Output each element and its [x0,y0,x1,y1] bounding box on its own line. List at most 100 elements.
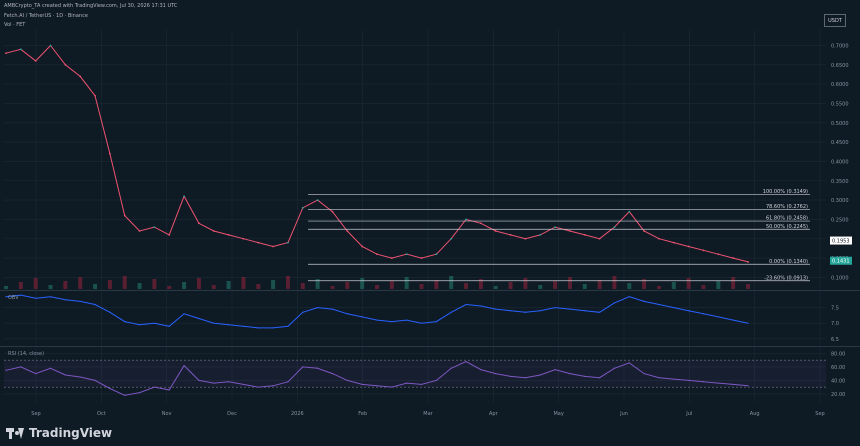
price-point [331,210,334,213]
obv-point [302,311,304,313]
rsi-tick-label: 60.00 [831,365,845,371]
volume-bar [493,286,498,289]
volume-bar [18,282,23,289]
currency-button[interactable]: USDT [824,14,846,27]
volume-bar [389,281,394,289]
price-point [732,257,735,259]
price-tick-label: 0.7000 [831,43,849,49]
volume-bar [597,280,602,289]
obv-point [613,302,616,304]
price-point [747,261,749,263]
rsi-point [465,360,467,363]
obv-point [287,325,289,327]
obv-point [420,322,423,324]
obv-point [702,313,705,315]
obv-point [79,300,81,302]
price-point [717,253,720,256]
volume-bar [731,277,736,289]
fib-level-label: 61.80% (0.2458) [766,216,808,222]
rsi-point [495,373,497,375]
volume-info: Vol · FET [4,22,26,28]
volume-bar [612,276,617,289]
volume-bar [553,281,558,289]
volume-bar [449,276,454,289]
obv-point [317,306,319,309]
price-tick-label: 0.3000 [831,198,849,204]
rsi-point [524,377,527,379]
rsi-point [35,373,37,375]
rsi-point [539,374,541,376]
rsi-point [257,386,259,388]
price-point [183,195,185,198]
price-point [212,230,215,232]
price-point [628,210,631,213]
price-point [613,226,616,229]
chart-title: AMBCrypto_TA created with TradingView.co… [4,3,178,9]
obv-point [168,325,170,327]
rsi-point [450,367,452,369]
price-point [198,222,200,225]
obv-tick-label: 7.0 [831,321,839,327]
volume-bar [33,278,38,289]
rsi-band [4,360,826,388]
obv-point [94,303,96,306]
rsi-point [747,385,749,387]
rsi-point [79,376,81,378]
rsi-point [643,373,645,375]
volume-bar [464,283,469,289]
volume-bar [285,276,290,289]
volume-bar [152,279,157,289]
price-point [49,44,52,47]
obv-point [717,316,719,318]
tradingview-logo-icon [6,427,24,439]
obv-point [465,303,467,306]
x-tick-label: Feb [358,411,367,417]
rsi-point [153,386,155,388]
price-tick-label: 0.4500 [831,140,849,146]
rsi-point [287,381,289,383]
price-tick-label: 0.6500 [831,63,849,69]
volume-bar [538,285,543,289]
volume-bar [78,277,83,289]
price-point [227,233,230,236]
price-point [301,206,304,209]
price-point [524,237,527,240]
volume-bar [582,284,587,289]
price-point [346,230,349,232]
price-point [658,237,660,240]
obv-point [509,310,512,312]
x-tick-label: Nov [162,411,172,417]
obv-point [49,296,52,298]
obv-point [524,311,527,313]
fib-level-label: 0.00% (0.1340) [769,259,808,265]
price-tick-label: 0.1000 [831,275,849,281]
obv-point [391,321,393,323]
rsi-point [554,369,556,371]
obv-point [658,303,660,306]
obv-point [376,319,378,321]
obv-point [138,324,141,326]
price-point [272,245,275,248]
rsi-point [406,382,408,384]
volume-bar [656,286,661,289]
x-tick-label: Sep [31,411,40,417]
price-point [702,249,705,252]
price-point [569,230,571,232]
price-tick-label: 0.6000 [831,82,849,88]
price-point [287,241,289,244]
x-tick-label: Oct [97,411,106,417]
volume-bar [167,286,172,289]
volume-bar [241,277,246,289]
rsi-point [688,379,690,381]
obv-tick-label: 6.5 [831,337,839,343]
price-point [153,226,156,229]
price-point [168,233,171,236]
fib-level-label: 100.00% (0.3149) [763,189,808,195]
price-point [554,226,556,229]
rsi-tick-label: 80.00 [831,351,845,357]
price-point [450,237,453,240]
rsi-point [509,375,512,377]
obv-point [109,311,111,313]
rsi-point [420,383,423,386]
volume-bar [271,280,276,289]
